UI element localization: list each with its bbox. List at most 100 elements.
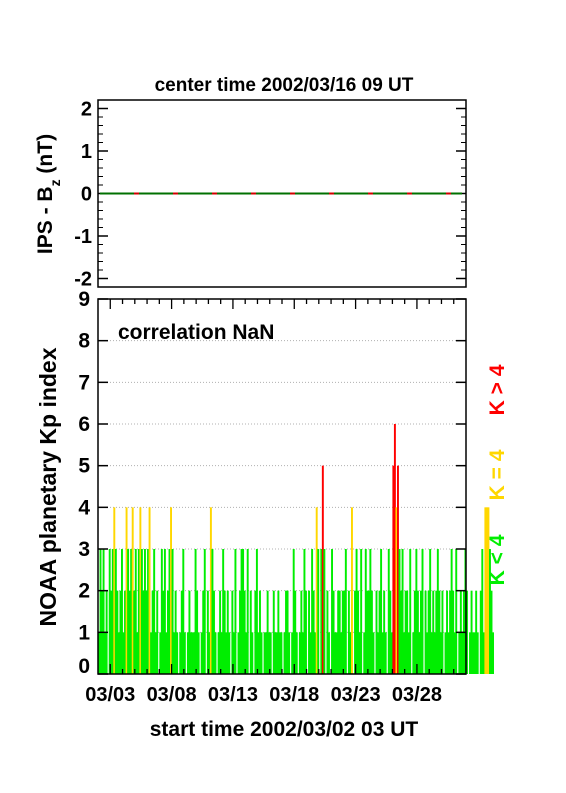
kp-bar bbox=[213, 590, 215, 674]
kp-bar bbox=[441, 590, 444, 674]
kp-bar bbox=[186, 632, 189, 674]
kp-bar bbox=[188, 590, 191, 674]
kp-axis-ticks: 0 1 2 3 4 5 6 7 8 9 03/03 03/08 03/13 03/18 03/23 03/28 bbox=[78, 288, 466, 706]
kp-bar bbox=[124, 590, 126, 674]
kp-bar bbox=[228, 632, 231, 674]
kp-bar bbox=[328, 632, 330, 674]
kp-bar bbox=[295, 632, 298, 674]
kp-bar bbox=[469, 632, 471, 674]
kp-bar bbox=[182, 549, 185, 674]
kp-bar bbox=[272, 590, 275, 674]
kp-bar bbox=[413, 590, 416, 674]
kp-bar bbox=[453, 632, 456, 674]
kp-bar bbox=[372, 632, 375, 674]
kp-bar bbox=[435, 590, 438, 674]
kp-bar bbox=[341, 590, 344, 674]
kp-bar bbox=[193, 632, 195, 674]
kp-bar bbox=[475, 590, 478, 674]
kp-bar bbox=[196, 590, 199, 674]
top-y-tick-label: 0 bbox=[81, 184, 92, 206]
kp-bar bbox=[420, 590, 422, 674]
kp-bar bbox=[305, 590, 307, 674]
kp-plot-frame bbox=[97, 298, 467, 675]
kp-bar bbox=[472, 632, 475, 674]
kp-bar bbox=[438, 590, 441, 674]
kp-bar bbox=[117, 632, 120, 674]
kp-x-tick-label: 03/08 bbox=[147, 684, 197, 706]
kp-bar bbox=[492, 632, 494, 674]
kp-bar bbox=[360, 549, 363, 674]
kp-bar bbox=[99, 549, 102, 674]
kp-bar bbox=[397, 465, 399, 674]
kp-bar bbox=[292, 549, 295, 674]
kp-bar bbox=[144, 549, 146, 674]
kp-bar bbox=[98, 632, 100, 674]
kp-bar bbox=[308, 590, 310, 674]
kp-bar bbox=[174, 590, 177, 674]
kp-bar bbox=[326, 590, 329, 674]
kp-bar bbox=[317, 549, 320, 674]
kp-bar bbox=[113, 507, 116, 674]
kp-bar bbox=[159, 632, 162, 674]
top-y-axis-label: IPS - Bz (nT) bbox=[34, 134, 63, 254]
kp-bar bbox=[160, 549, 163, 674]
kp-bar bbox=[232, 632, 235, 674]
kp-bar bbox=[139, 507, 142, 674]
kp-bar bbox=[344, 549, 347, 674]
kp-bar bbox=[301, 632, 304, 674]
kp-bar bbox=[220, 632, 223, 674]
kp-bar bbox=[173, 632, 176, 674]
kp-bar bbox=[200, 632, 203, 674]
kp-bar bbox=[398, 549, 401, 674]
kp-bar bbox=[407, 632, 410, 674]
kp-bar bbox=[309, 632, 312, 674]
kp-bar bbox=[312, 590, 315, 674]
top-y-axis-label-unit: (nT) bbox=[34, 134, 57, 179]
kp-bar bbox=[257, 632, 260, 674]
kp-bar bbox=[298, 632, 301, 674]
kp-bar bbox=[429, 549, 432, 674]
kp-bar bbox=[337, 590, 340, 674]
kp-bar bbox=[202, 590, 205, 674]
kp-x-axis-label: start time 2002/03/02 03 UT bbox=[150, 718, 419, 741]
kp-bar bbox=[194, 549, 197, 674]
kp-bar bbox=[349, 632, 352, 674]
kp-bar bbox=[490, 590, 493, 674]
top-y-ticks: -2 -1 0 1 2 bbox=[74, 99, 466, 291]
kp-bar bbox=[217, 632, 220, 674]
top-y-axis-label-main: IPS - B bbox=[34, 186, 57, 254]
kp-y-axis-label: NOAA planetary Kp index bbox=[35, 347, 61, 626]
kp-bar bbox=[380, 549, 383, 674]
kp-bar bbox=[268, 632, 271, 674]
kp-bar bbox=[245, 632, 248, 674]
kp-y-tick-label: 3 bbox=[78, 538, 90, 561]
kp-bar bbox=[285, 590, 287, 674]
kp-bar bbox=[108, 549, 111, 674]
kp-bar bbox=[114, 549, 117, 674]
top-y-tick-label: 2 bbox=[81, 99, 92, 121]
kp-y-tick-label: 2 bbox=[78, 580, 90, 603]
kp-bar bbox=[406, 590, 409, 674]
kp-bar bbox=[211, 549, 214, 674]
kp-bar bbox=[133, 590, 136, 674]
kp-bar bbox=[179, 632, 182, 674]
kp-bar bbox=[364, 549, 367, 674]
kp-bar bbox=[485, 507, 488, 674]
kp-bar bbox=[259, 590, 261, 674]
kp-bar bbox=[130, 549, 133, 674]
kp-bar bbox=[432, 590, 435, 674]
kp-bar bbox=[482, 632, 485, 674]
kp-bar bbox=[433, 632, 436, 674]
kp-bar bbox=[243, 590, 246, 674]
kp-bar bbox=[421, 549, 424, 674]
kp-bar bbox=[119, 590, 122, 674]
kp-bar bbox=[458, 632, 461, 674]
kp-bar bbox=[134, 549, 137, 674]
kp-bar bbox=[338, 590, 341, 674]
kp-bar bbox=[347, 590, 350, 674]
kp-bar bbox=[278, 632, 281, 674]
kp-bar bbox=[409, 549, 412, 674]
kp-bar bbox=[274, 632, 277, 674]
kp-bar bbox=[170, 507, 172, 674]
